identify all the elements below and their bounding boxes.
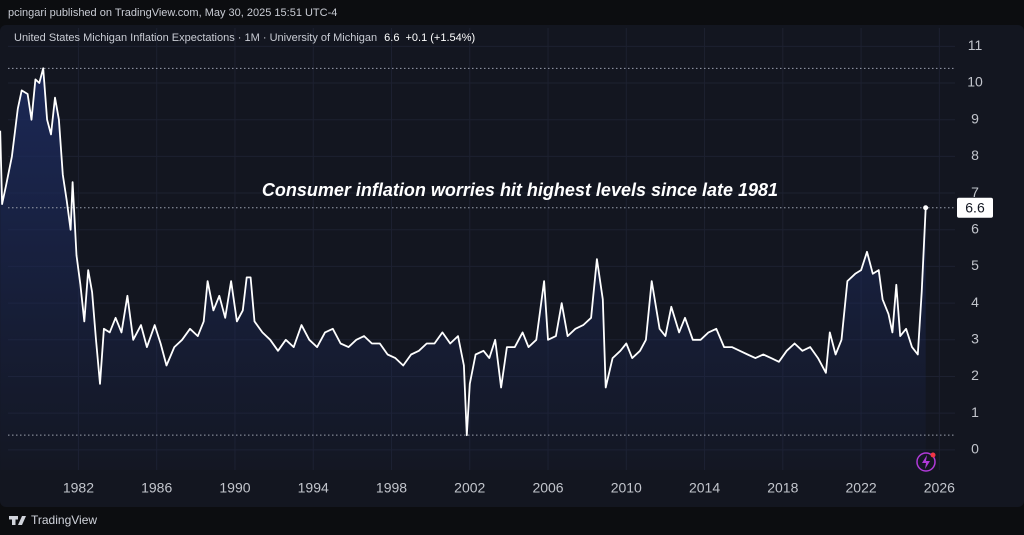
area bbox=[0, 68, 926, 471]
y-tick-label: 3 bbox=[971, 330, 979, 346]
y-tick-label: 5 bbox=[971, 257, 979, 273]
footer-logo bbox=[9, 516, 26, 525]
x-tick-label: 1994 bbox=[298, 480, 329, 496]
x-tick-label: 2006 bbox=[532, 480, 563, 496]
x-tick-label: 1986 bbox=[141, 480, 172, 496]
last-point bbox=[923, 205, 929, 211]
y-tick-label: 0 bbox=[971, 441, 979, 457]
y-tick-label: 6 bbox=[971, 220, 979, 236]
y-tick-label: 8 bbox=[971, 147, 979, 163]
y-tick-label: 10 bbox=[967, 74, 983, 90]
last-value-label: 6.6 bbox=[965, 199, 985, 215]
x-tick-label: 2002 bbox=[454, 480, 485, 496]
x-tick-label: 2010 bbox=[611, 480, 642, 496]
publisher: pcingari published on TradingView.com, M… bbox=[8, 7, 337, 19]
x-tick-label: 1998 bbox=[376, 480, 407, 496]
line bbox=[0, 67, 927, 437]
y-tick-label: 7 bbox=[971, 184, 979, 200]
legend-last-value: 6.6 bbox=[384, 32, 399, 44]
x-tick-label: 2022 bbox=[846, 480, 877, 496]
last-value-box bbox=[957, 197, 993, 218]
x-tick-label: 1990 bbox=[219, 480, 250, 496]
footer-brand: TradingView bbox=[31, 513, 97, 527]
plot-area bbox=[0, 28, 955, 471]
y-tick-label: 1 bbox=[971, 404, 979, 420]
legend-change: +0.1 (+1.54%) bbox=[405, 32, 475, 44]
annotation: Consumer inflation worries hit highest l… bbox=[262, 180, 778, 200]
x-tick-label: 2018 bbox=[767, 480, 798, 496]
y-tick-label: 4 bbox=[971, 294, 979, 310]
x-tick-label: 2014 bbox=[689, 480, 720, 496]
legend: United States Michigan Inflation Expecta… bbox=[14, 32, 377, 44]
x-tick-label: 1982 bbox=[63, 480, 94, 496]
x-tick-label: 2026 bbox=[924, 480, 955, 496]
y-tick-label: 11 bbox=[968, 37, 983, 53]
y-tick-label: 9 bbox=[971, 110, 979, 126]
replay-icon[interactable] bbox=[916, 452, 936, 472]
y-tick-label: 2 bbox=[971, 367, 979, 383]
